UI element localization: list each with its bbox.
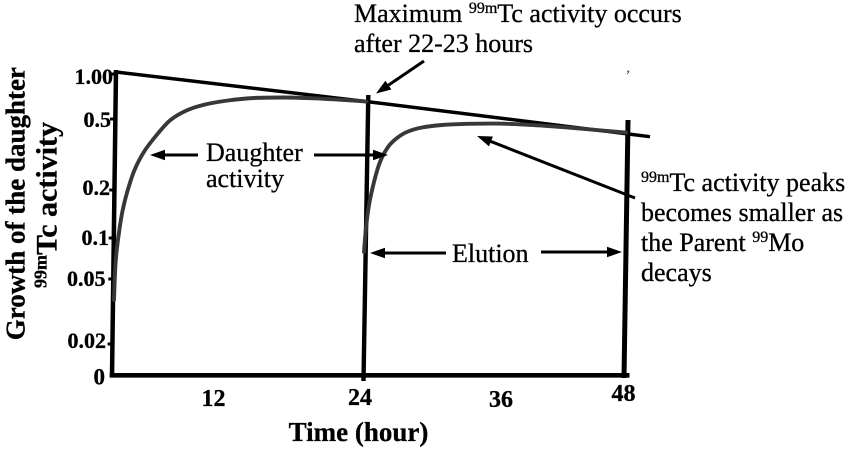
svg-text:activity: activity bbox=[206, 164, 284, 193]
svg-text:Maximum 99mTc activity occurs: Maximum 99mTc activity occurs bbox=[354, 0, 682, 28]
svg-text:99mTc activity peaks: 99mTc activity peaks bbox=[641, 168, 845, 197]
svg-text:99mTc activity: 99mTc activity bbox=[31, 122, 64, 288]
svg-text:0.02: 0.02 bbox=[68, 328, 107, 353]
svg-text:0: 0 bbox=[94, 365, 106, 390]
svg-text:1.00: 1.00 bbox=[75, 64, 114, 89]
svg-text:0.1: 0.1 bbox=[82, 225, 110, 250]
svg-text:Time (hour): Time (hour) bbox=[289, 417, 429, 447]
svg-text:after 22-23 hours: after 22-23 hours bbox=[354, 29, 533, 58]
svg-text:Elution: Elution bbox=[452, 239, 529, 268]
svg-text:0.2: 0.2 bbox=[83, 175, 111, 200]
svg-text:36: 36 bbox=[489, 387, 513, 413]
svg-text:0.5: 0.5 bbox=[84, 107, 112, 132]
svg-text:48: 48 bbox=[612, 381, 636, 407]
svg-text:Growth of the daughter: Growth of the daughter bbox=[1, 67, 31, 340]
svg-text:12: 12 bbox=[202, 386, 226, 412]
svg-text:becomes smaller as: becomes smaller as bbox=[641, 198, 843, 227]
svg-text:’: ’ bbox=[626, 67, 630, 82]
svg-text:the Parent 99Mo: the Parent 99Mo bbox=[641, 228, 804, 257]
svg-text:0.05: 0.05 bbox=[67, 266, 106, 291]
svg-text:24: 24 bbox=[348, 385, 372, 411]
svg-text:Daughter: Daughter bbox=[206, 138, 303, 167]
svg-text:decays: decays bbox=[641, 258, 712, 287]
